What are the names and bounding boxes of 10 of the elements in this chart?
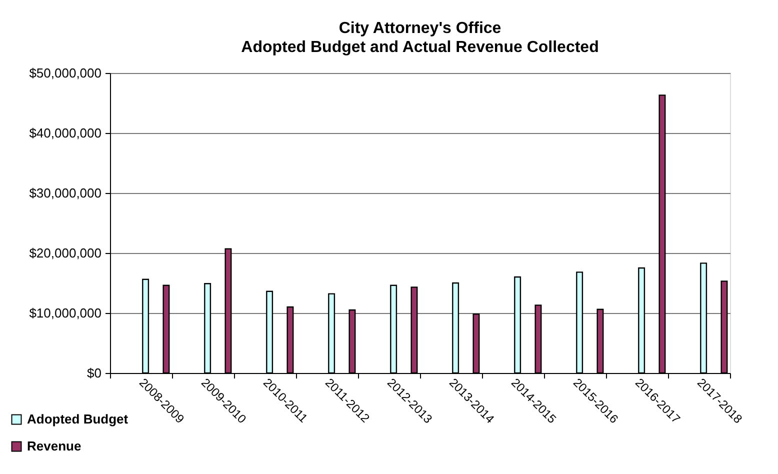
y-tick-label: $20,000,000: [29, 246, 102, 260]
y-tick-label: $0: [87, 366, 102, 380]
y-tick-label: $50,000,000: [29, 66, 102, 80]
legend-label: Adopted Budget: [27, 412, 129, 426]
y-tick-label: $40,000,000: [29, 126, 102, 140]
y-tick-label: $30,000,000: [29, 186, 102, 200]
y-tick-label: $10,000,000: [29, 306, 102, 320]
chart-subtitle: Adopted Budget and Actual Revenue Collected: [241, 39, 599, 56]
legend-label: Revenue: [27, 438, 82, 454]
chart-title: City Attorney's Office: [338, 20, 502, 37]
